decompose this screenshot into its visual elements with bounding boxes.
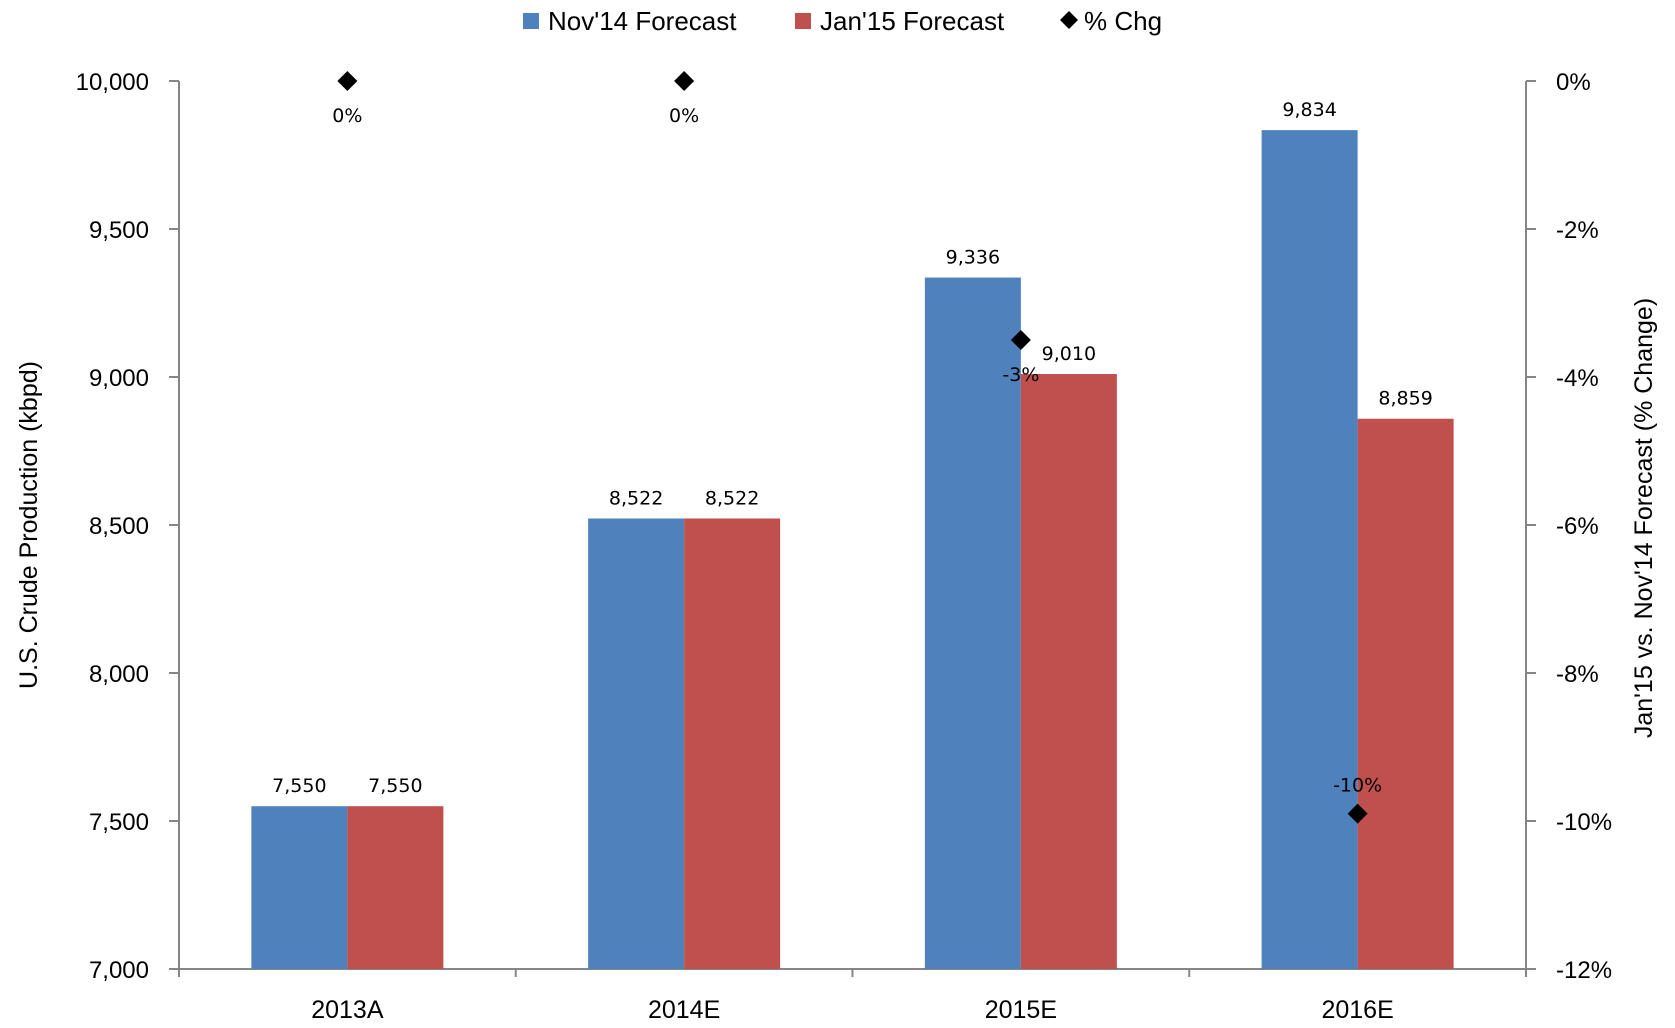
legend: Nov'14 Forecast Jan'15 Forecast % Chg — [523, 6, 1162, 36]
bar-data-labels: 7,550 8,522 9,336 9,834 7,550 8,522 9,010 8,859 — [272, 99, 1433, 797]
x-tick-label: 2016E — [1321, 996, 1393, 1024]
pct-chg-markers — [337, 71, 1368, 824]
right-tick-label: 0% — [1556, 69, 1591, 96]
left-axis-ticks: 7,000 7,500 8,000 8,500 9,000 9,500 10,000 — [76, 69, 179, 984]
bar — [1020, 374, 1117, 969]
x-axis-ticks: 2013A 2014E 2015E 2016E — [178, 969, 1527, 1024]
bar — [347, 806, 444, 969]
bar-value-label: 8,522 — [705, 487, 759, 509]
pct-chg-marker — [1347, 803, 1368, 824]
bar — [924, 277, 1021, 969]
legend-diamond-icon — [1060, 11, 1078, 29]
left-tick-label: 8,500 — [89, 513, 149, 540]
bar — [684, 518, 781, 969]
pct-chg-labels: 0% 0% -3% -10% — [332, 105, 1382, 797]
x-tick-label: 2014E — [648, 996, 720, 1024]
bar — [1261, 130, 1358, 970]
right-tick-label: -4% — [1556, 365, 1599, 392]
legend-label-nov14: Nov'14 Forecast — [548, 6, 737, 36]
pct-chg-marker — [674, 71, 695, 91]
pct-chg-marker — [1010, 330, 1031, 350]
pct-chg-label: -10% — [1333, 775, 1382, 797]
legend-swatch-jan15 — [795, 13, 811, 29]
left-tick-label: 9,500 — [89, 217, 149, 244]
bar — [588, 518, 685, 969]
axes: 7,000 7,500 8,000 8,500 9,000 9,500 10,000 -12… — [76, 69, 1612, 1024]
bar — [251, 806, 348, 969]
pct-chg-label: 0% — [332, 105, 362, 127]
y2-axis-title: Jan'15 vs. Nov'14 Forecast (% Change) — [1630, 298, 1658, 738]
left-tick-label: 7,000 — [89, 957, 149, 984]
left-tick-label: 9,000 — [89, 365, 149, 392]
x-tick-label: 2013A — [311, 996, 384, 1024]
bar-value-label: 9,336 — [946, 247, 1000, 269]
right-tick-label: -8% — [1556, 661, 1599, 688]
left-tick-label: 7,500 — [89, 809, 149, 836]
legend-swatch-nov14 — [523, 13, 539, 29]
left-tick-label: 10,000 — [76, 69, 149, 96]
pct-chg-label: 0% — [669, 105, 699, 127]
bar-value-label: 8,522 — [609, 487, 663, 509]
legend-label-jan15: Jan'15 Forecast — [820, 6, 1005, 36]
right-tick-label: -12% — [1556, 957, 1612, 984]
right-tick-label: -10% — [1556, 809, 1612, 836]
bar-value-label: 8,859 — [1378, 388, 1432, 410]
bar — [1357, 418, 1454, 970]
bars — [251, 130, 1454, 970]
right-tick-label: -2% — [1556, 217, 1599, 244]
right-axis-ticks: -12% -10% -8% -6% -4% -2% 0% — [1526, 69, 1612, 984]
left-tick-label: 8,000 — [89, 661, 149, 688]
bar-value-label: 9,834 — [1282, 99, 1336, 121]
pct-chg-marker — [337, 71, 358, 91]
right-tick-label: -6% — [1556, 513, 1599, 540]
y-axis-title: U.S. Crude Production (kbpd) — [15, 361, 43, 689]
bar-value-label: 9,010 — [1042, 343, 1096, 365]
bar-value-label: 7,550 — [272, 775, 326, 797]
pct-chg-label: -3% — [1002, 364, 1039, 386]
x-tick-label: 2015E — [985, 996, 1057, 1024]
legend-label-pct-chg: % Chg — [1084, 6, 1162, 36]
bar-value-label: 7,550 — [368, 775, 422, 797]
